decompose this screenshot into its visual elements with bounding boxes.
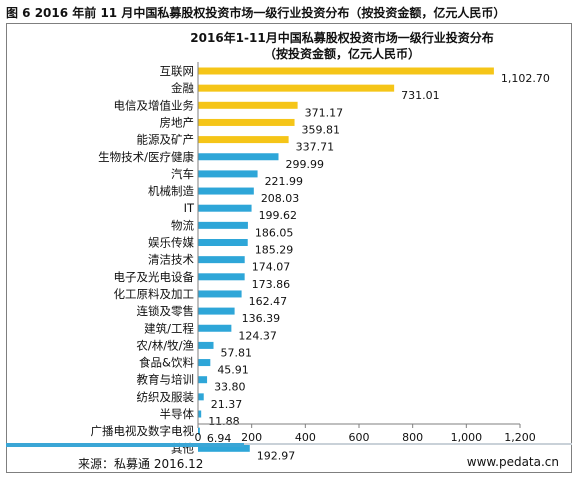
- data-label: 186.05: [255, 226, 293, 239]
- category-label: 清洁技术: [148, 253, 194, 267]
- data-label: 371.17: [305, 106, 344, 119]
- data-label: 199.62: [259, 209, 298, 222]
- data-label: 337.71: [296, 141, 335, 154]
- data-label: 174.07: [252, 261, 291, 274]
- data-label: 208.03: [261, 192, 300, 205]
- data-label: 731.01: [401, 89, 440, 102]
- data-label: 57.81: [221, 346, 253, 359]
- data-label: 299.99: [285, 158, 324, 171]
- category-label: 机械制造: [148, 184, 194, 198]
- bar: [198, 324, 232, 332]
- category-label: 汽车: [171, 167, 194, 181]
- bar: [198, 410, 202, 418]
- category-label: 化工原料及加工: [114, 287, 195, 301]
- bar: [198, 153, 279, 161]
- bar: [198, 341, 214, 349]
- bar: [198, 444, 250, 452]
- bar: [198, 136, 289, 144]
- category-label: 广播电视及数字电视: [91, 424, 195, 438]
- chart-title: 2016年1-11月中国私募股权投资市场一级行业投资分布: [190, 30, 493, 45]
- bar: [198, 427, 200, 435]
- x-axis: 0 200 400 600 800 1,000 1,200: [195, 62, 536, 444]
- x-tick-label: 1,000: [451, 431, 483, 444]
- data-label: 173.86: [252, 278, 291, 291]
- x-tick-label: 200: [241, 431, 262, 444]
- category-label: 连锁及零售: [137, 304, 195, 318]
- figure-caption: 图 6 2016 年前 11 月中国私募股权投资市场一级行业投资分布（按投资金额…: [6, 6, 506, 20]
- bar: [198, 290, 242, 298]
- category-label: 互联网: [160, 64, 195, 78]
- category-label: 房地产: [160, 115, 195, 129]
- category-label: 教育与培训: [137, 373, 195, 387]
- bar: [198, 204, 252, 212]
- bar: [198, 376, 208, 384]
- category-label: 食品&饮料: [139, 356, 194, 370]
- data-label: 185.29: [255, 244, 294, 257]
- category-label: 建筑/工程: [144, 321, 194, 335]
- bar: [198, 359, 211, 367]
- data-label: 11.88: [208, 415, 240, 428]
- bar: [198, 239, 248, 246]
- data-label: 359.81: [302, 123, 341, 136]
- data-label: 136.39: [242, 312, 280, 325]
- category-label: 能源及矿产: [137, 133, 195, 147]
- category-label: IT: [184, 201, 195, 215]
- x-tick-label: 0: [195, 431, 202, 444]
- bars-layer: 互联网 1,102.70 金融 731.01 电信及增值业务 371.17 房地产 359.8…: [91, 64, 550, 462]
- category-label: 电信及增值业务: [114, 98, 195, 112]
- data-label: 124.37: [238, 329, 277, 342]
- data-label: 162.47: [249, 295, 288, 308]
- footer-accent-bar: [6, 443, 244, 447]
- x-tick-label: 400: [295, 431, 316, 444]
- bar: [198, 118, 295, 126]
- category-label: 物流: [171, 218, 194, 232]
- category-label: 娱乐传媒: [148, 236, 194, 250]
- bar: [198, 67, 494, 75]
- bar: [198, 256, 245, 264]
- bar: [198, 393, 204, 401]
- category-label: 电子及光电设备: [114, 270, 195, 284]
- x-tick-label: 600: [349, 431, 370, 444]
- category-label: 纺织及服装: [137, 390, 195, 404]
- bar: [198, 221, 248, 229]
- footer-divider: [6, 443, 572, 445]
- data-label: 6.94: [207, 432, 232, 445]
- category-label: 半导体: [160, 407, 195, 421]
- bar: [198, 170, 258, 178]
- data-label: 33.80: [214, 381, 246, 394]
- data-label: 192.97: [257, 449, 296, 462]
- bar: [198, 84, 395, 92]
- x-tick-label: 1,200: [504, 431, 536, 444]
- website-url: www.pedata.cn: [466, 455, 559, 469]
- category-label: 农/林/牧/渔: [136, 338, 194, 352]
- bar: [198, 307, 235, 315]
- chart-subtitle: （按投资金额，亿元人民币）: [264, 46, 420, 61]
- category-label: 生物技术/医疗健康: [98, 150, 194, 164]
- category-label: 金融: [171, 81, 194, 95]
- data-label: 1,102.70: [501, 72, 550, 85]
- data-label: 221.99: [265, 175, 304, 188]
- data-label: 45.91: [217, 364, 249, 377]
- chart-frame: [6, 23, 572, 473]
- bar: [198, 101, 298, 109]
- data-label: 21.37: [211, 398, 243, 411]
- source-note: 来源：私募通 2016.12: [78, 457, 204, 471]
- x-tick-label: 800: [402, 431, 423, 444]
- bar: [198, 273, 245, 281]
- bar: [198, 187, 254, 195]
